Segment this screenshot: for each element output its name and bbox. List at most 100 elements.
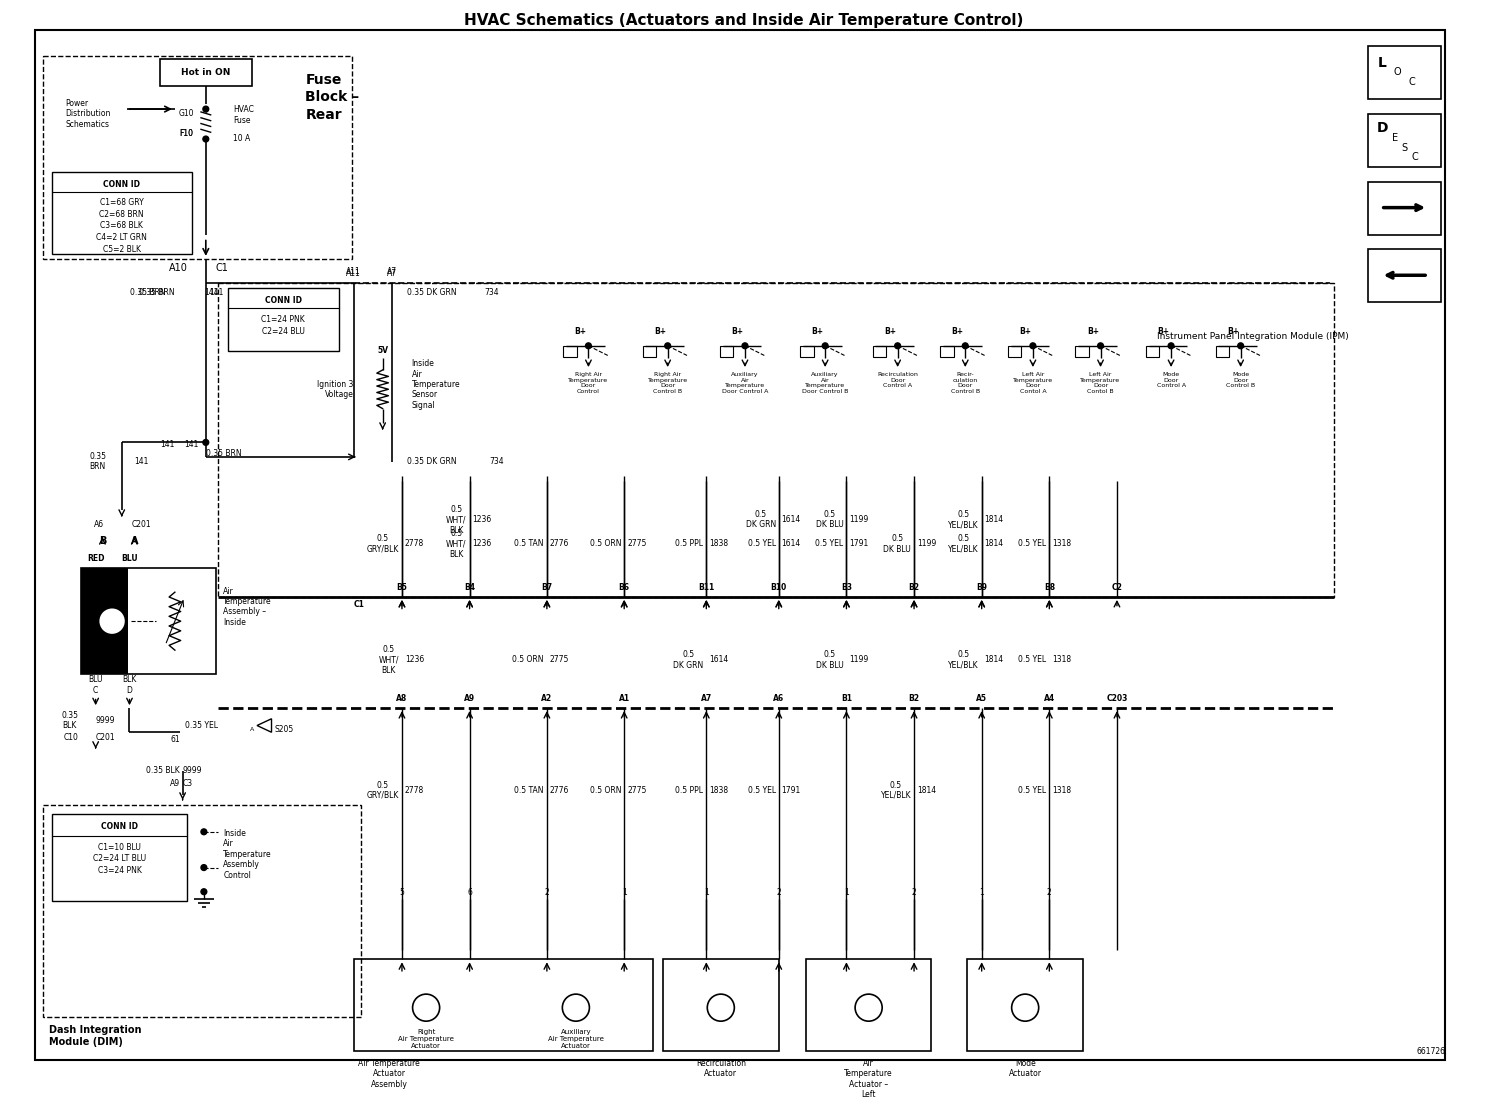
Text: B3: B3 <box>841 583 853 592</box>
Text: 1199: 1199 <box>850 516 869 524</box>
Text: 0.5
YEL/BLK: 0.5 YEL/BLK <box>948 650 979 669</box>
Text: A1: A1 <box>619 694 629 703</box>
Text: 0.5
DK GRN: 0.5 DK GRN <box>673 650 704 669</box>
Text: S205: S205 <box>274 725 293 734</box>
Text: 0.5
WHT/
BLK: 0.5 WHT/ BLK <box>378 645 399 675</box>
Text: C203: C203 <box>1106 694 1128 703</box>
Text: D: D <box>126 687 132 696</box>
Text: 1318: 1318 <box>1052 786 1071 795</box>
Bar <box>43 56 351 258</box>
Polygon shape <box>257 719 271 732</box>
Text: C: C <box>1411 152 1418 162</box>
Text: D: D <box>1376 121 1388 136</box>
Text: 2: 2 <box>777 888 781 896</box>
Text: A11: A11 <box>347 269 362 278</box>
Text: Power
Distribution
Schematics: Power Distribution Schematics <box>65 99 110 129</box>
Text: 0.5 ORN: 0.5 ORN <box>589 540 622 549</box>
Text: Mode
Actuator: Mode Actuator <box>1009 1059 1042 1079</box>
Text: B+: B+ <box>653 327 667 336</box>
Circle shape <box>201 829 207 835</box>
Text: 2: 2 <box>545 888 549 896</box>
Text: A7: A7 <box>387 269 397 278</box>
Circle shape <box>202 439 208 445</box>
Circle shape <box>98 607 125 635</box>
Text: Fuse: Fuse <box>305 73 342 87</box>
Text: B+: B+ <box>884 327 896 336</box>
Text: 0.5 YEL: 0.5 YEL <box>815 540 844 549</box>
Text: 0.5
YEL/BLK: 0.5 YEL/BLK <box>948 534 979 553</box>
Text: B2: B2 <box>909 694 920 703</box>
Text: 0.35 YEL: 0.35 YEL <box>185 721 217 730</box>
Text: 0.5
GRY/BLK: 0.5 GRY/BLK <box>366 534 399 553</box>
Text: 0.5 PPL: 0.5 PPL <box>676 786 704 795</box>
Text: B4: B4 <box>464 583 475 592</box>
Circle shape <box>1012 994 1039 1021</box>
Text: 2775: 2775 <box>626 540 646 549</box>
Text: A9: A9 <box>464 694 475 703</box>
Text: A5: A5 <box>976 694 987 703</box>
Text: Instrument Panel Integration Module (IPM): Instrument Panel Integration Module (IPM… <box>1158 331 1348 341</box>
Text: Mode
Door
Control A: Mode Door Control A <box>1156 372 1186 389</box>
Circle shape <box>823 343 827 349</box>
Text: 0.5
WHT/
BLK: 0.5 WHT/ BLK <box>446 529 467 559</box>
Text: M: M <box>863 1001 875 1015</box>
Text: C1: C1 <box>354 599 365 609</box>
Text: 10 A: 10 A <box>232 134 250 142</box>
Text: B+: B+ <box>811 327 823 336</box>
Text: 1614: 1614 <box>781 516 801 524</box>
Text: 141: 141 <box>208 288 223 297</box>
Text: 2: 2 <box>912 888 917 896</box>
Text: G10: G10 <box>179 109 195 118</box>
Text: 1236: 1236 <box>473 540 491 549</box>
Bar <box>52 815 187 901</box>
Text: 0.35 BRN: 0.35 BRN <box>205 449 241 458</box>
Text: HVAC: HVAC <box>232 105 254 114</box>
Text: A: A <box>131 535 138 546</box>
Text: 2776: 2776 <box>549 540 570 549</box>
Text: B+: B+ <box>1158 327 1170 336</box>
Bar <box>967 959 1083 1051</box>
Text: Recirculation
Door
Control A: Recirculation Door Control A <box>878 372 918 389</box>
Text: 1318: 1318 <box>1052 540 1071 549</box>
Text: BLU: BLU <box>121 554 138 563</box>
Text: 1791: 1791 <box>850 540 869 549</box>
Text: C4=2 LT GRN: C4=2 LT GRN <box>97 233 147 242</box>
Text: Mode
Door
Control B: Mode Door Control B <box>1226 372 1256 389</box>
Text: 0.5
DK BLU: 0.5 DK BLU <box>815 510 844 530</box>
Text: 1814: 1814 <box>985 656 1004 665</box>
Circle shape <box>202 136 208 142</box>
Bar <box>161 59 251 86</box>
Text: 0.35 BRN: 0.35 BRN <box>129 288 165 297</box>
Text: Right Air
Temperature
Door
Control B: Right Air Temperature Door Control B <box>647 372 687 394</box>
Text: Auxiliary
Air Temperature
Actuator: Auxiliary Air Temperature Actuator <box>548 1029 604 1049</box>
Text: CONN ID: CONN ID <box>103 180 140 189</box>
Bar <box>1076 346 1089 358</box>
Text: 0.5
GRY/BLK: 0.5 GRY/BLK <box>366 781 399 800</box>
Bar <box>228 288 339 351</box>
Text: O: O <box>1393 67 1402 77</box>
Text: Fuse: Fuse <box>232 116 250 125</box>
Text: C2: C2 <box>1112 583 1122 592</box>
Bar <box>801 346 814 358</box>
Text: A7: A7 <box>387 267 397 276</box>
Text: Auxiliary
Air
Temperature
Door Control A: Auxiliary Air Temperature Door Control A <box>722 372 768 394</box>
Bar <box>1367 250 1440 302</box>
Text: 0.5
YEL/BLK: 0.5 YEL/BLK <box>881 781 911 800</box>
Text: 0.5 YEL: 0.5 YEL <box>1018 540 1046 549</box>
Text: 5: 5 <box>399 888 405 896</box>
Text: B10: B10 <box>771 583 787 592</box>
Text: Block –: Block – <box>305 91 360 105</box>
Text: 6: 6 <box>467 888 472 896</box>
Text: B11: B11 <box>698 583 714 592</box>
Bar <box>52 172 192 254</box>
Text: C1=24 PNK: C1=24 PNK <box>262 316 305 325</box>
Text: 0.5 YEL: 0.5 YEL <box>748 786 775 795</box>
Text: 0.5
DK BLU: 0.5 DK BLU <box>884 534 911 553</box>
Text: 1: 1 <box>622 888 626 896</box>
Text: 1838: 1838 <box>710 786 728 795</box>
Circle shape <box>963 343 969 349</box>
Text: 141: 141 <box>161 439 176 449</box>
Text: C2=24 LT BLU: C2=24 LT BLU <box>94 854 146 863</box>
Text: Recir-
culation
Door
Control B: Recir- culation Door Control B <box>951 372 979 394</box>
Circle shape <box>1168 343 1174 349</box>
